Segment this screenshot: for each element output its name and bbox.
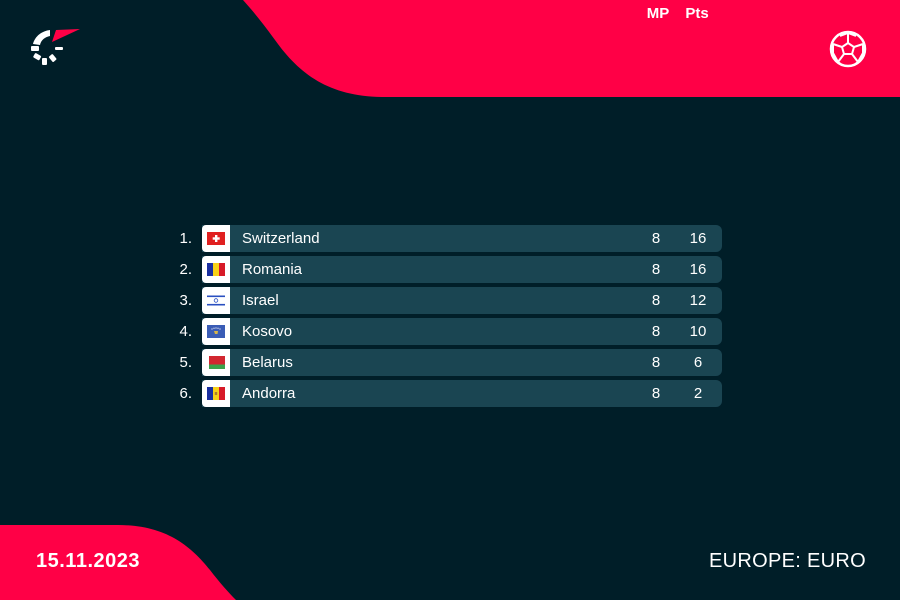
column-header-pts: Pts	[685, 5, 709, 22]
table-row[interactable]: 5. Belarus 8 6	[170, 349, 722, 376]
row-bar	[202, 349, 722, 376]
rank: 3.	[179, 292, 192, 309]
team-name[interactable]: Romania	[242, 261, 303, 278]
soccer-ball-icon	[829, 30, 867, 68]
row-bar	[202, 287, 722, 314]
match-date: 15.11.2023	[36, 550, 140, 572]
team-name[interactable]: Andorra	[242, 385, 296, 402]
table-row[interactable]: 6. Andorra 8 2	[170, 380, 722, 407]
points: 12	[689, 292, 707, 309]
team-name[interactable]: Kosovo	[242, 323, 293, 340]
kosovo-flag-icon	[202, 318, 230, 345]
matches-played: 8	[651, 354, 661, 371]
romania-flag-icon	[202, 256, 230, 283]
table-row[interactable]: 3. Israel 8 12	[170, 287, 722, 314]
belarus-flag-icon	[202, 349, 230, 376]
team-name[interactable]: Belarus	[242, 354, 293, 371]
matches-played: 8	[651, 385, 661, 402]
table-row[interactable]: 2. Romania 8 16	[170, 256, 722, 283]
andorra-flag-icon	[202, 380, 230, 407]
rank: 5.	[179, 354, 192, 371]
table-row[interactable]: 1. Switzerland 8 16	[170, 225, 722, 252]
rank: 2.	[179, 261, 192, 278]
points: 16	[689, 230, 707, 247]
points: 2	[693, 385, 703, 402]
row-bar	[202, 318, 722, 345]
team-name[interactable]: Israel	[242, 292, 279, 309]
row-bar	[202, 225, 722, 252]
flashscore-logo-icon	[31, 29, 80, 65]
points: 10	[689, 323, 707, 340]
rank: 4.	[179, 323, 192, 340]
matches-played: 8	[651, 230, 661, 247]
israel-flag-icon	[202, 287, 230, 314]
table-row[interactable]: 4. Kosovo 8 10	[170, 318, 722, 345]
team-name[interactable]: Switzerland	[242, 230, 320, 247]
competition-name: EUROPE: EURO	[709, 550, 866, 572]
rank: 1.	[179, 230, 192, 247]
matches-played: 8	[651, 323, 661, 340]
points: 16	[689, 261, 707, 278]
switzerland-flag-icon	[202, 225, 230, 252]
row-bar	[202, 256, 722, 283]
standings-table: 1. Switzerland 8 16 2. Romania 8 16 3. I…	[170, 225, 722, 411]
row-bar	[202, 380, 722, 407]
matches-played: 8	[651, 261, 661, 278]
rank: 6.	[179, 385, 192, 402]
points: 6	[693, 354, 703, 371]
column-header-mp: MP	[646, 5, 670, 22]
matches-played: 8	[651, 292, 661, 309]
